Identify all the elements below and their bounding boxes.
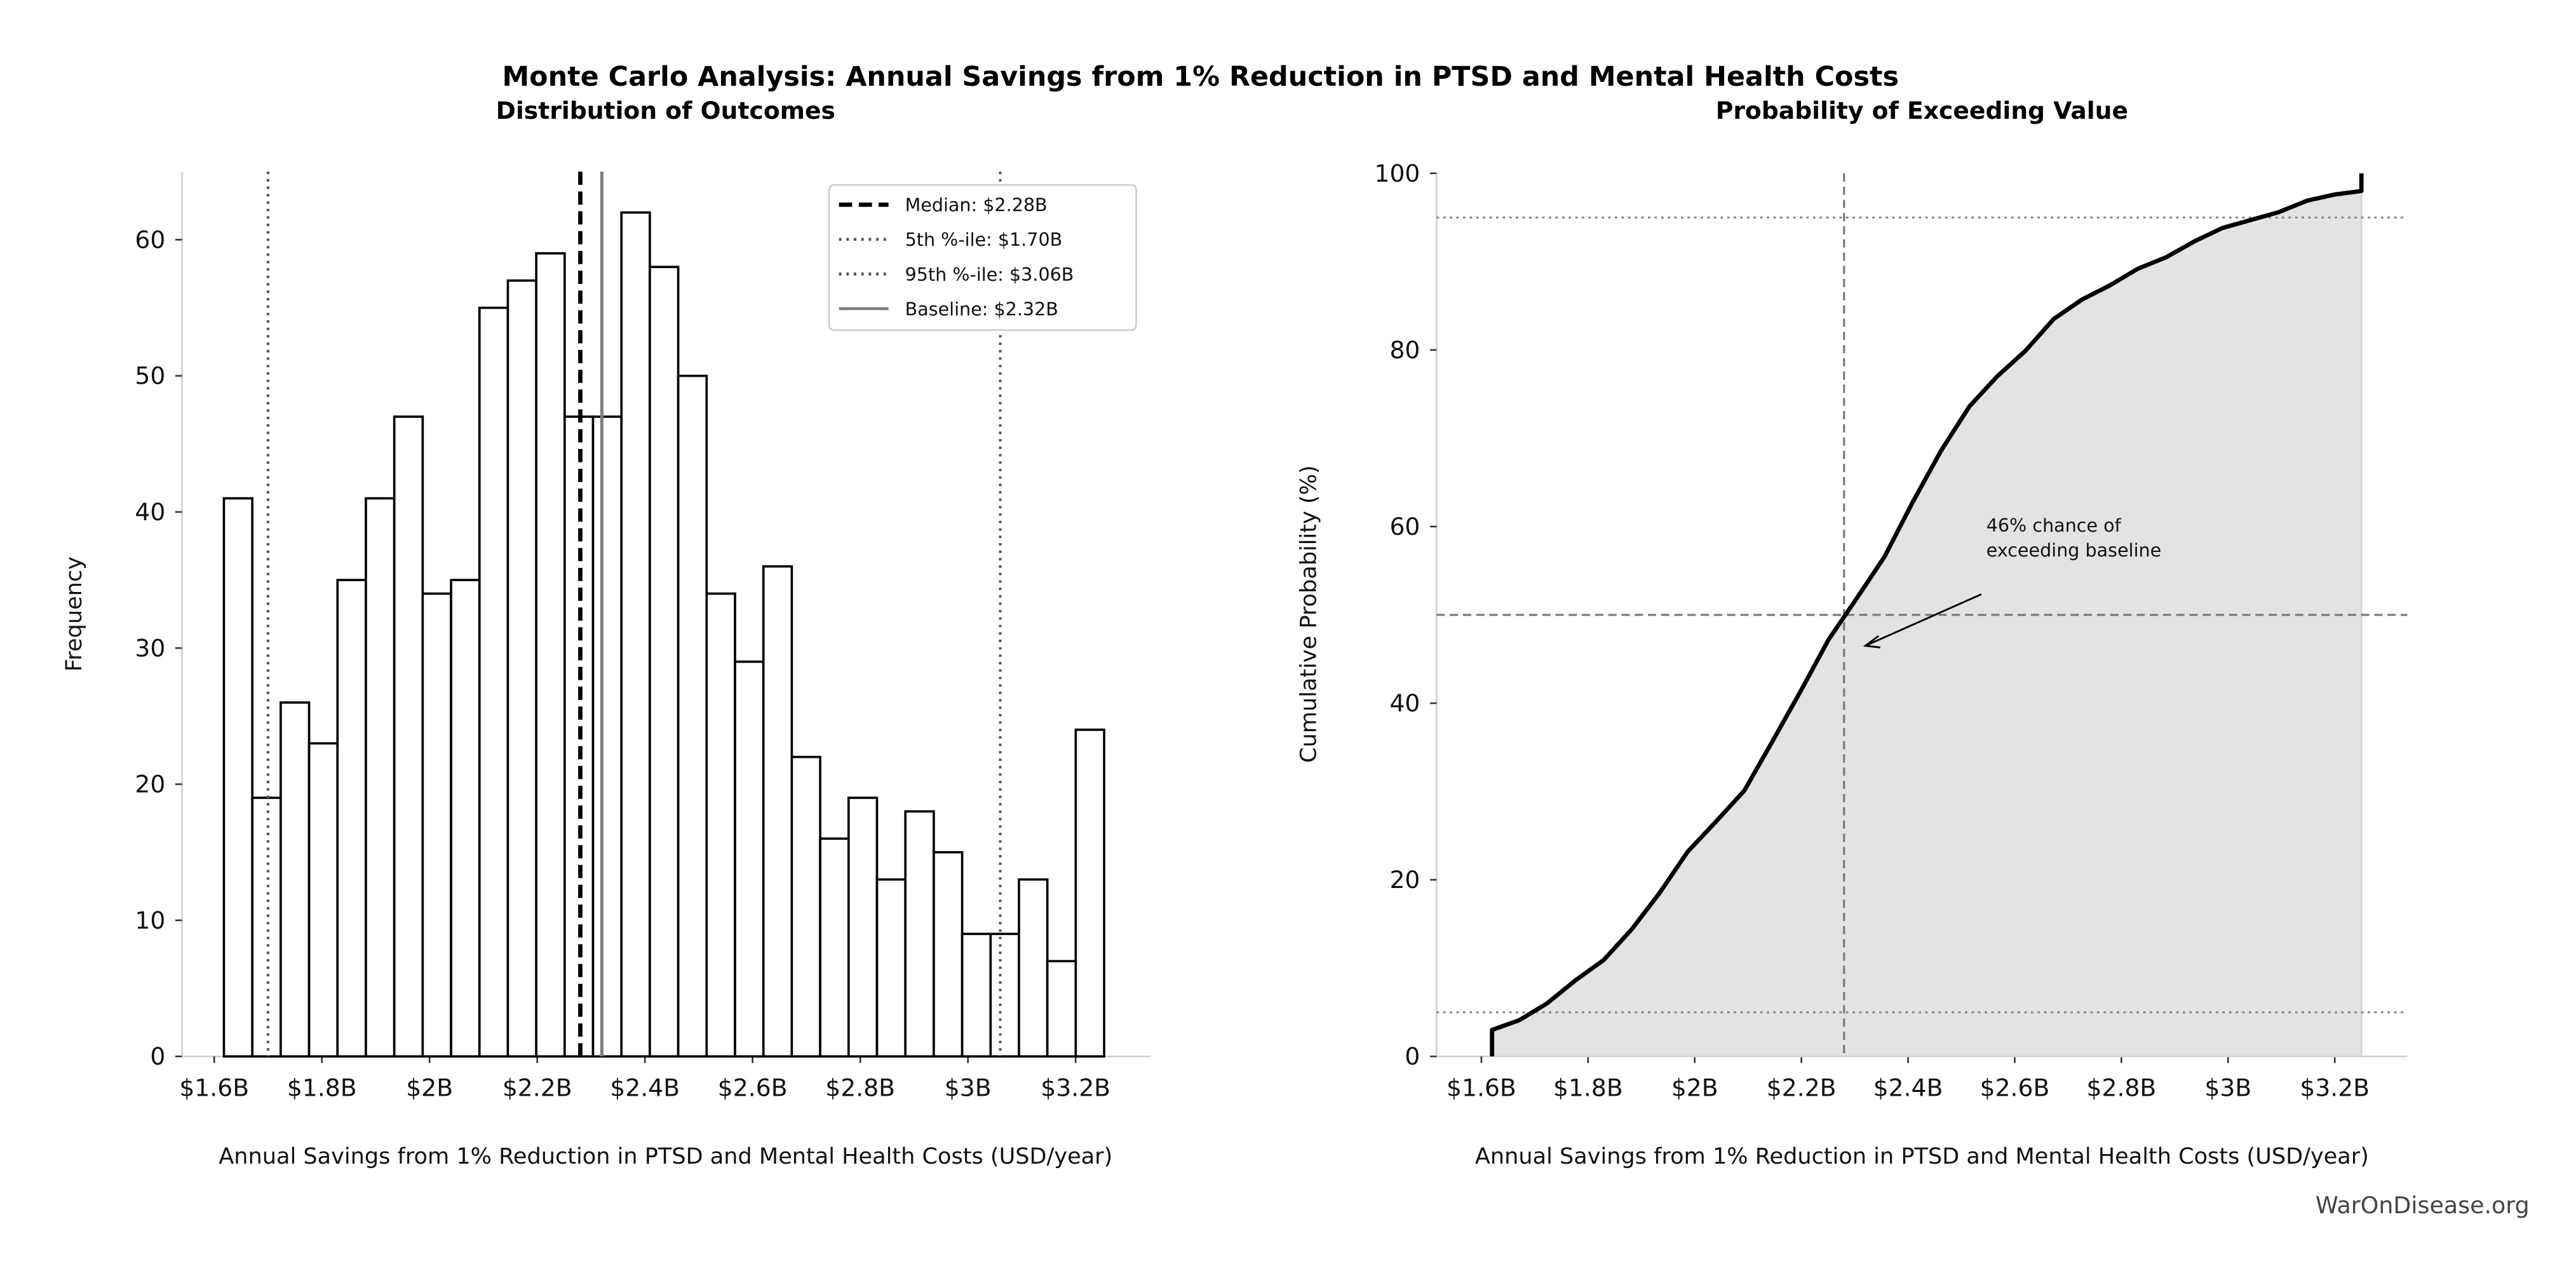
histogram-bar: [790, 755, 821, 1058]
y-tick-label: 40: [1389, 689, 1420, 717]
x-tick-label: $2.8B: [825, 1074, 895, 1102]
histogram-bar: [904, 810, 935, 1058]
histogram-bar: [620, 211, 651, 1058]
histogram-bar: [819, 837, 850, 1058]
y-tick-label: 100: [1374, 159, 1420, 187]
hist-ylabel: Frequency: [61, 556, 87, 671]
y-tick-label: 60: [135, 225, 165, 253]
y-tick-label: 20: [135, 770, 165, 798]
histogram-bar: [222, 497, 253, 1058]
x-tick-label: $3B: [2204, 1074, 2251, 1102]
x-tick-label: $1.6B: [179, 1074, 249, 1102]
arrow-head-icon: [1863, 635, 1880, 649]
x-tick-label: $3.2B: [1041, 1074, 1110, 1102]
histogram-bar: [393, 415, 424, 1058]
annotation-arrow: [1865, 593, 1982, 647]
histogram-bar: [989, 932, 1020, 1058]
cdf-xlabel: Annual Savings from 1% Reduction in PTSD…: [1475, 1143, 2369, 1169]
x-tick-label: $2.4B: [610, 1074, 680, 1102]
histogram-bar: [535, 252, 566, 1058]
histogram-bar: [847, 797, 879, 1058]
histogram-bar: [762, 565, 793, 1058]
x-tick-label: $2.6B: [1980, 1074, 2050, 1102]
legend-label: 95th %-ile: $3.06B: [905, 264, 1074, 285]
legend-label: Median: $2.28B: [905, 194, 1048, 216]
legend-box: [828, 184, 1137, 332]
y-tick-label: 0: [150, 1042, 165, 1070]
x-tick-label: $2.4B: [1873, 1074, 1943, 1102]
y-tick-label: 40: [135, 498, 165, 526]
histogram-bar: [961, 932, 992, 1058]
figure-title: Monte Carlo Analysis: Annual Savings fro…: [502, 61, 1899, 93]
histogram-bar: [1018, 878, 1049, 1058]
legend-label: Baseline: $2.32B: [905, 298, 1058, 319]
y-tick-label: 60: [1389, 513, 1420, 541]
x-tick-label: $1.6B: [1446, 1074, 1516, 1102]
histogram-bar: [307, 742, 339, 1058]
histogram-bar: [705, 592, 736, 1058]
histogram-panel: $1.6B $1.8B $2B $2.2B $2.4B $2.6B $2.8B $3B $3.2…: [135, 171, 1151, 1102]
y-tick-label: 80: [1389, 336, 1420, 364]
histogram-bar: [336, 579, 367, 1058]
annotation-text: 46% chance of: [1986, 514, 2122, 536]
y-tick-label: 30: [135, 634, 165, 662]
x-tick-label: $3.2B: [2300, 1074, 2370, 1102]
watermark: WarOnDisease.org: [2316, 1192, 2530, 1219]
histogram-bar: [1046, 960, 1077, 1058]
histogram-bar: [421, 592, 452, 1058]
x-tick-label: $2B: [1671, 1074, 1718, 1102]
histogram-bar: [506, 279, 537, 1058]
x-tick-label: $2.2B: [502, 1074, 572, 1102]
hist-xlabel: Annual Savings from 1% Reduction in PTSD…: [219, 1143, 1112, 1169]
x-tick-label: $2.2B: [1767, 1074, 1837, 1102]
x-tick-label: $2.8B: [2087, 1074, 2157, 1102]
histogram-bar: [280, 701, 311, 1058]
histogram-bar: [649, 266, 680, 1058]
histogram-bar: [875, 878, 907, 1058]
cdf-title: Probability of Exceeding Value: [1716, 97, 2128, 124]
histogram-bar: [734, 660, 765, 1058]
y-tick-label: 50: [135, 362, 165, 390]
histogram-bar: [933, 851, 964, 1058]
annotation-text: exceeding baseline: [1986, 539, 2161, 561]
cdf-line: [1490, 173, 2364, 1057]
histogram-bar: [1074, 729, 1105, 1058]
x-tick-label: $3B: [945, 1074, 992, 1102]
histogram-bar: [365, 497, 396, 1058]
x-tick-label: $1.8B: [1553, 1074, 1623, 1102]
cdf-ylabel: Cumulative Probability (%): [1296, 465, 1322, 763]
histogram-bar: [251, 797, 282, 1058]
histogram-bar: [450, 579, 481, 1058]
histogram-bar: [677, 374, 708, 1058]
x-tick-label: $1.8B: [287, 1074, 357, 1102]
y-tick-label: 10: [135, 906, 165, 934]
x-tick-label: $2B: [406, 1074, 453, 1102]
legend: Median: $2.28B 5th %-ile: $1.70B 95th %-il…: [828, 184, 1137, 332]
hist-title: Distribution of Outcomes: [496, 97, 835, 124]
histogram-bar: [478, 306, 509, 1058]
legend-label: 5th %-ile: $1.70B: [905, 229, 1063, 250]
y-tick-label: 20: [1389, 866, 1420, 894]
x-tick-label: $2.6B: [718, 1074, 788, 1102]
y-tick-label: 0: [1405, 1042, 1420, 1070]
cdf-panel: $1.6B $1.8B $2B $2.2B $2.4B $2.6B $2.8B $3B $3.2…: [1374, 159, 2408, 1102]
histogram-bar: [591, 415, 623, 1058]
